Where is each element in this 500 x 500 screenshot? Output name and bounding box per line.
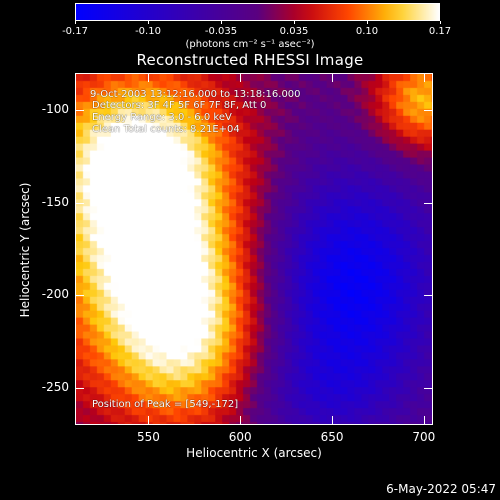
y-tick-mark bbox=[76, 295, 84, 297]
peak-position-label: Position of Peak = [549,-172] bbox=[92, 399, 239, 410]
x-tick-mark bbox=[148, 416, 150, 424]
y-tick-label: -100 bbox=[41, 102, 69, 117]
colorbar-tick-mark bbox=[221, 21, 222, 24]
y-tick-mark bbox=[76, 110, 84, 112]
y-tick-mark bbox=[424, 387, 432, 389]
colorbar-tick-label: -0.10 bbox=[135, 26, 161, 37]
y-tick-mark bbox=[424, 202, 432, 204]
energy-range-label: Energy Range: 3.0 - 6.0 keV bbox=[92, 112, 232, 123]
x-tick-mark bbox=[240, 74, 242, 82]
x-tick-label: 700 bbox=[412, 430, 436, 444]
y-tick-mark bbox=[76, 202, 84, 204]
x-tick-mark bbox=[332, 416, 334, 424]
detectors-label: Detectors: 3F 4F 5F 6F 7F 8F, Att 0 bbox=[92, 100, 267, 111]
y-tick-label: -150 bbox=[41, 194, 69, 209]
x-tick-mark bbox=[423, 416, 425, 424]
colorbar-tick-mark bbox=[75, 21, 76, 24]
y-tick-mark bbox=[424, 110, 432, 112]
y-tick-mark bbox=[76, 387, 84, 389]
footer-date: 6-May-2022 05:47 bbox=[386, 482, 496, 496]
x-tick-label: 650 bbox=[320, 430, 344, 444]
image-plot: 9-Oct-2003 13:12:16.000 to 13:18:16.000 … bbox=[75, 73, 433, 425]
colorbar-tick-mark bbox=[148, 21, 149, 24]
x-tick-mark bbox=[240, 416, 242, 424]
colorbar-tick-mark bbox=[294, 21, 295, 24]
x-tick-mark bbox=[332, 74, 334, 82]
colorbar-tick-label: 0.10 bbox=[355, 26, 379, 37]
y-tick-mark bbox=[424, 295, 432, 297]
x-tick-label: 600 bbox=[228, 430, 252, 444]
colorbar-tick-label: -0.17 bbox=[62, 26, 88, 37]
time-range-label: 9-Oct-2003 13:12:16.000 to 13:18:16.000 bbox=[90, 89, 301, 100]
colorbar-tick-label: 0.035 bbox=[279, 26, 309, 37]
colorbar-tick-mark bbox=[440, 21, 441, 24]
method-counts-label: Clean Total counts: 8.21E+04 bbox=[92, 124, 240, 135]
y-tick-label: -200 bbox=[41, 287, 69, 302]
x-axis-label: Heliocentric X (arcsec) bbox=[186, 446, 322, 460]
plot-title: Reconstructed RHESSI Image bbox=[136, 51, 364, 69]
colorbar-tick-mark bbox=[367, 21, 368, 24]
x-tick-mark bbox=[148, 74, 150, 82]
x-tick-label: 550 bbox=[136, 430, 160, 444]
x-tick-mark bbox=[423, 74, 425, 82]
y-axis-label: Heliocentric Y (arcsec) bbox=[18, 182, 32, 318]
rhessi-image bbox=[76, 74, 432, 424]
colorbar bbox=[75, 3, 440, 21]
colorbar-tick-label: -0.035 bbox=[204, 26, 238, 37]
colorbar-units: (photons cm⁻² s⁻¹ asec⁻²) bbox=[185, 39, 315, 50]
y-tick-label: -250 bbox=[41, 379, 69, 394]
colorbar-tick-label: 0.17 bbox=[428, 26, 452, 37]
